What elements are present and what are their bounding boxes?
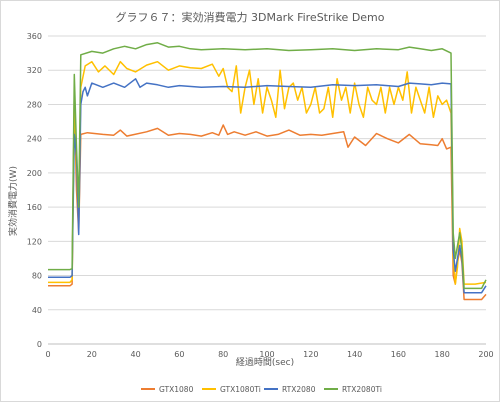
- y-tick-label: 160: [27, 203, 42, 212]
- gridlines: [48, 35, 486, 345]
- y-tick-label: 360: [27, 32, 42, 41]
- x-tick-label: 200: [478, 350, 493, 359]
- x-tick-label: 40: [131, 350, 141, 359]
- legend-item-rtx2080ti: RTX2080Ti: [324, 385, 382, 394]
- y-tick-label: 120: [27, 237, 42, 246]
- legend-label: RTX2080Ti: [342, 385, 382, 394]
- legend-label: GTX1080: [159, 385, 194, 394]
- y-axis-label: 実効消費電力(W): [7, 166, 19, 236]
- y-tick-label: 280: [27, 100, 42, 109]
- x-tick-label: 160: [391, 350, 406, 359]
- x-tick-label: 120: [303, 350, 318, 359]
- legend-item-gtx1080ti: GTX1080Ti: [202, 385, 261, 394]
- series-line-gtx1080ti: [48, 60, 487, 285]
- x-tick-label: 20: [87, 350, 97, 359]
- y-tick-label: 320: [27, 66, 42, 75]
- legend-label: GTX1080Ti: [220, 385, 261, 394]
- x-tick-label: 80: [218, 350, 228, 359]
- y-tick-label: 0: [37, 340, 42, 349]
- x-tick-label: 140: [347, 350, 362, 359]
- legend: GTX1080 GTX1080Ti RTX2080 RTX2080Ti: [141, 385, 382, 394]
- chart-title: グラフ６７：実効消費電力 3DMark FireStrike Demo: [115, 10, 384, 24]
- series-line-rtx2080ti: [48, 42, 487, 290]
- x-axis-label: 経過時間(sec): [236, 356, 294, 368]
- y-tick-labels: 0 40 80 120 160 200 240 280 320 360: [27, 32, 42, 349]
- y-tick-label: 80: [32, 272, 42, 281]
- x-tick-labels: 0 20 40 60 80 100 120 140 160 180 200: [45, 350, 493, 359]
- x-tick-label: 180: [435, 350, 450, 359]
- series-lines: [48, 42, 487, 301]
- y-tick-label: 240: [27, 135, 42, 144]
- legend-item-rtx2080: RTX2080: [264, 385, 316, 394]
- series-line-gtx1080: [48, 99, 487, 301]
- legend-item-gtx1080: GTX1080: [141, 385, 194, 394]
- x-tick-label: 0: [45, 350, 50, 359]
- series-line-rtx2080: [48, 78, 487, 294]
- y-tick-label: 40: [32, 306, 42, 315]
- y-tick-label: 200: [27, 169, 42, 178]
- x-tick-label: 60: [174, 350, 184, 359]
- x-tick-label: 100: [259, 350, 274, 359]
- legend-label: RTX2080: [282, 385, 316, 394]
